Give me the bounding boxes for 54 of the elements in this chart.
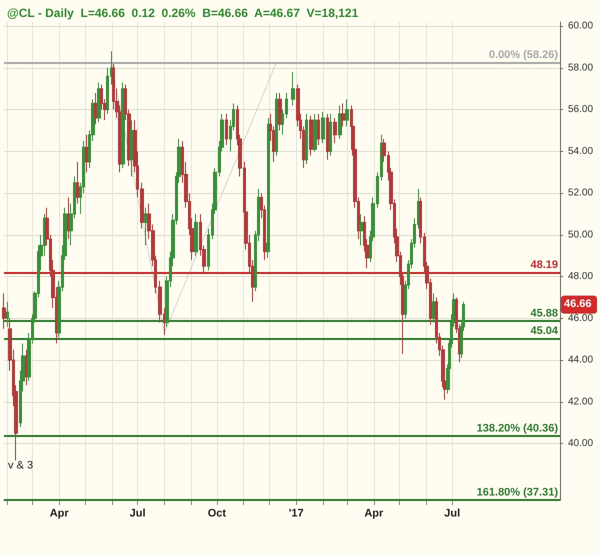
candlestick bbox=[76, 161, 79, 204]
ref-line-label: 45.04 bbox=[530, 324, 559, 337]
candlestick bbox=[6, 301, 9, 328]
candlestick bbox=[121, 82, 125, 169]
candlestick bbox=[313, 113, 317, 152]
candlestick bbox=[329, 113, 332, 156]
x-tick-label: Apr bbox=[50, 508, 70, 520]
candlestick bbox=[144, 207, 148, 246]
x-tick-label: Jul bbox=[444, 508, 460, 520]
y-tick-label: 48.00 bbox=[568, 271, 594, 282]
candlestick bbox=[326, 113, 329, 160]
candlestick bbox=[85, 134, 89, 173]
y-tick-label: 58.00 bbox=[568, 62, 594, 74]
candlestick bbox=[345, 98, 349, 127]
candlestick bbox=[338, 104, 342, 140]
x-tick-label: '17 bbox=[288, 508, 304, 520]
ref-line-label: 138.20% (40.36) bbox=[476, 422, 558, 435]
annotation: v & 3 bbox=[8, 460, 34, 472]
candlestick bbox=[2, 292, 6, 330]
y-tick-label: 50.00 bbox=[568, 229, 594, 240]
y-tick-label: 46.00 bbox=[568, 312, 594, 324]
x-tick-label: Jul bbox=[130, 508, 146, 520]
ref-line-label: 0.00% (58.26) bbox=[488, 48, 558, 61]
ref-line-label: 45.88 bbox=[530, 307, 558, 320]
candlestick bbox=[275, 92, 278, 156]
candlestick bbox=[194, 214, 198, 256]
candlestick bbox=[432, 292, 435, 324]
x-tick-label: Oct bbox=[208, 508, 226, 520]
candlestick bbox=[94, 92, 97, 125]
y-tick-label: 56.00 bbox=[568, 104, 594, 116]
candlestick bbox=[130, 120, 133, 177]
candlestick bbox=[321, 111, 325, 144]
y-tick-label: 42.00 bbox=[568, 396, 594, 408]
y-tick-label: 60.00 bbox=[568, 20, 594, 32]
candlestick bbox=[305, 113, 308, 164]
y-tick-label: 54.00 bbox=[568, 146, 594, 157]
candlestick bbox=[333, 118, 337, 144]
x-tick-label: Apr bbox=[364, 508, 384, 520]
y-tick-label: 44.00 bbox=[568, 354, 594, 366]
candlestick bbox=[291, 72, 295, 106]
candlestick bbox=[359, 214, 363, 246]
ref-line-label: 161.80% (37.31) bbox=[476, 486, 558, 498]
y-tick-label: 40.00 bbox=[568, 438, 594, 450]
candlestick bbox=[278, 92, 282, 132]
candlestick bbox=[97, 82, 101, 123]
candlestick bbox=[317, 113, 320, 146]
ref-line-label: 48.19 bbox=[530, 259, 558, 272]
candlestick bbox=[225, 113, 228, 146]
chart-title: @CL - Daily L=46.66 0.12 0.26% B=46.66 A=46.67 V=18,121 bbox=[7, 6, 359, 20]
text: 46.66 bbox=[564, 298, 592, 310]
candlestick bbox=[67, 196, 70, 240]
candlestick bbox=[341, 102, 345, 127]
y-tick-label: 52.00 bbox=[568, 188, 594, 199]
candlestick bbox=[309, 115, 313, 156]
